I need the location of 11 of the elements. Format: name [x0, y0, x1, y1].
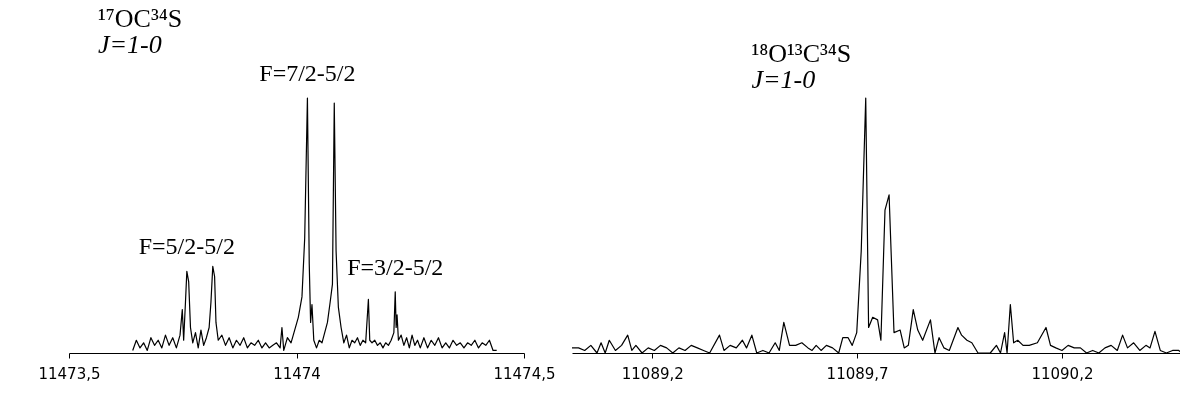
annotation: F=5/2-5/2: [138, 233, 235, 260]
x-tick-label: 11090,2: [1031, 364, 1094, 383]
chart-subtitle: J=1-0: [97, 30, 162, 59]
x-tick-label: 11089,7: [826, 364, 889, 383]
annotation: F=3/2-5/2: [347, 253, 444, 280]
x-tick-label: 11474: [273, 364, 321, 383]
x-tick-label: 11089,2: [621, 364, 684, 383]
x-tick-label: 11473,5: [38, 364, 101, 383]
chart-title: ¹⁷OC³⁴S: [97, 4, 183, 33]
annotation: F=7/2-5/2: [259, 60, 356, 86]
x-tick-label: 11474,5: [493, 364, 556, 383]
